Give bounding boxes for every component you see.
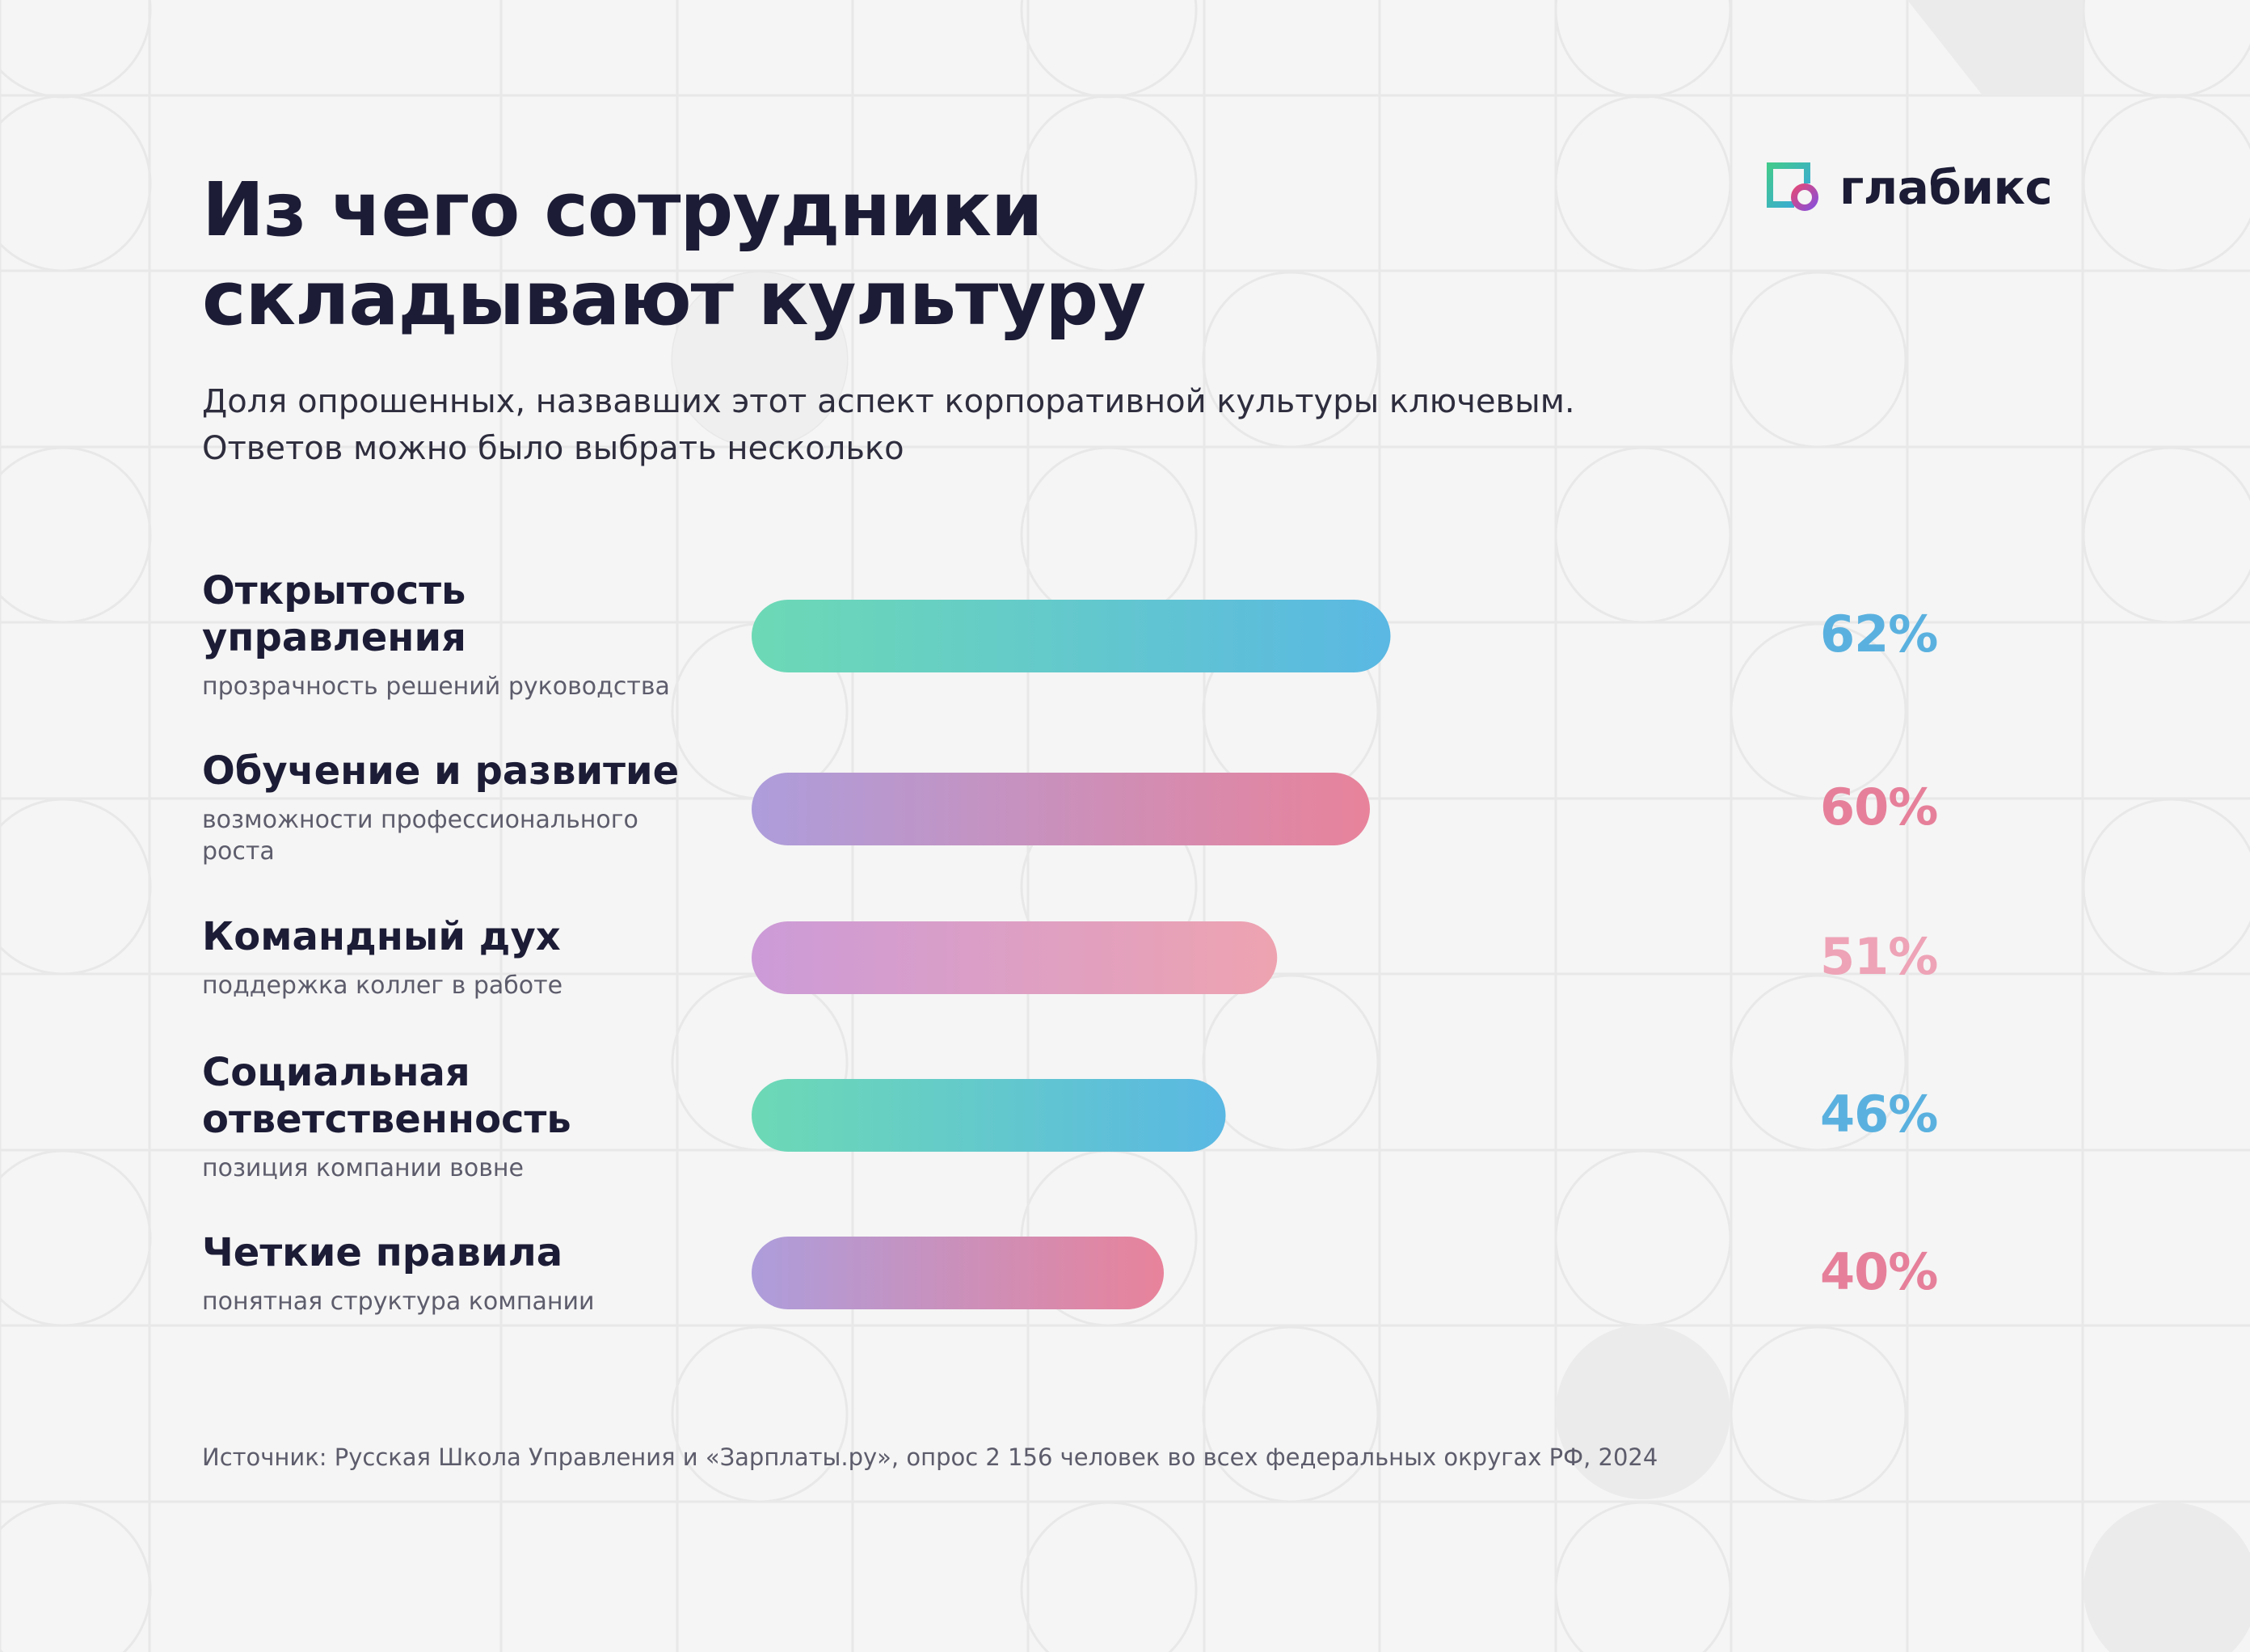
row-description: возможности профессионального роста bbox=[202, 804, 703, 867]
row-title: Четкие правила bbox=[202, 1229, 703, 1276]
row-label: Четкие правила понятная структура компан… bbox=[202, 1229, 703, 1317]
value-label: 46% bbox=[1820, 1085, 1938, 1144]
row-title-line: Командный дух bbox=[202, 914, 561, 959]
subtitle-line: Доля опрошенных, назвавших этот аспект к… bbox=[202, 383, 1575, 420]
row-description: понятная структура компании bbox=[202, 1286, 703, 1317]
title-line: Из чего сотрудники bbox=[202, 166, 1043, 253]
value-label: 60% bbox=[1820, 778, 1938, 837]
row-title-line: управления bbox=[202, 615, 466, 660]
logo-text: глабикс bbox=[1839, 160, 2053, 215]
row-desc-line: возможности профессионального bbox=[202, 806, 638, 834]
row-label: Командный дух поддержка коллег в работе bbox=[202, 913, 703, 1001]
row-label: Открытость управления прозрачность решен… bbox=[202, 567, 703, 702]
page-title: Из чего сотрудники складывают культуру bbox=[202, 166, 1146, 343]
row-title: Командный дух bbox=[202, 913, 703, 960]
brand-logo: глабикс bbox=[1767, 160, 2053, 215]
row-description: поддержка коллег в работе bbox=[202, 970, 703, 1001]
row-title: Социальная ответственность bbox=[202, 1049, 703, 1143]
row-title: Обучение и развитие bbox=[202, 748, 703, 794]
row-description: прозрачность решений руководства bbox=[202, 671, 703, 702]
page-subtitle: Доля опрошенных, назвавших этот аспект к… bbox=[202, 378, 1575, 472]
value-label: 51% bbox=[1820, 927, 1938, 986]
value-label: 62% bbox=[1820, 605, 1938, 664]
row-title-line: Социальная bbox=[202, 1050, 470, 1095]
title-line: складывают культуру bbox=[202, 255, 1146, 342]
row-desc-line: поддержка коллег в работе bbox=[202, 971, 563, 1000]
row-title: Открытость управления bbox=[202, 567, 703, 661]
row-desc-line: позиция компании вовне bbox=[202, 1154, 524, 1182]
row-label: Обучение и развитие возможности професси… bbox=[202, 748, 703, 867]
row-title-line: ответственность bbox=[202, 1097, 571, 1142]
row-description: позиция компании вовне bbox=[202, 1153, 703, 1184]
row-title-line: Четкие правила bbox=[202, 1230, 563, 1275]
value-label: 40% bbox=[1820, 1242, 1938, 1301]
row-title-line: Открытость bbox=[202, 568, 466, 613]
row-desc-line: прозрачность решений руководства bbox=[202, 672, 670, 701]
source-note: Источник: Русская Школа Управления и «За… bbox=[202, 1443, 1658, 1471]
row-desc-line: понятная структура компании bbox=[202, 1287, 595, 1316]
subtitle-line: Ответов можно было выбрать несколько bbox=[202, 430, 904, 467]
glabix-logo-icon bbox=[1767, 162, 1818, 211]
row-label: Социальная ответственность позиция компа… bbox=[202, 1049, 703, 1184]
row-desc-line: роста bbox=[202, 837, 275, 866]
row-title-line: Обучение и развитие bbox=[202, 748, 680, 794]
